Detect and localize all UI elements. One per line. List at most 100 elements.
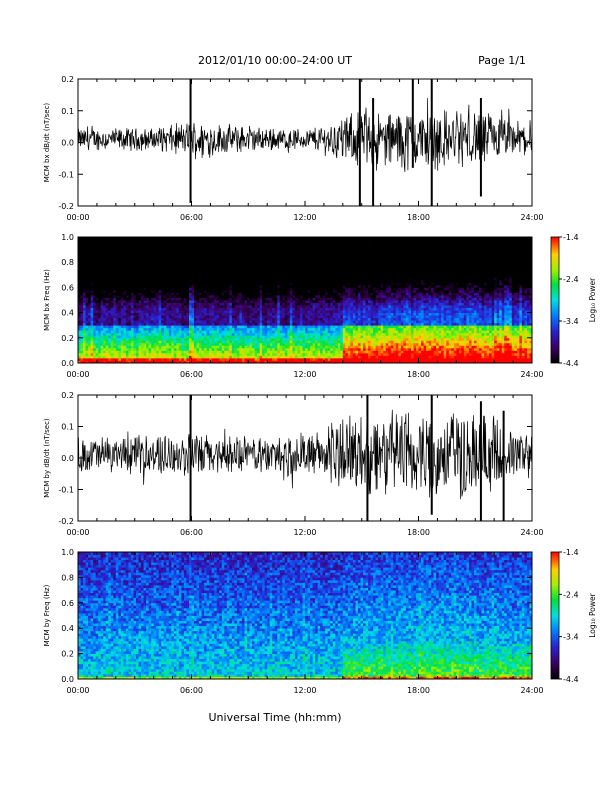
spectrogram-cell [274, 360, 278, 364]
spectrogram-cell [239, 310, 243, 313]
spectrogram-cell [246, 244, 250, 248]
spectrogram-cell [206, 272, 210, 276]
spectrogram-cell [120, 269, 124, 273]
spectrogram-cell [151, 287, 155, 291]
spectrogram-cell [156, 252, 160, 256]
spectrogram-cell [151, 272, 155, 276]
spectrogram-cell [252, 244, 255, 248]
spectrogram-cell [80, 274, 84, 278]
spectrogram-cell [294, 259, 298, 263]
spectrogram-cell [141, 244, 144, 248]
spectrogram-cell [133, 330, 137, 334]
spectrogram-cell [138, 342, 142, 346]
spectrogram-cell [153, 312, 157, 316]
spectrogram-cell [219, 237, 223, 240]
spectrogram-cell [226, 277, 230, 281]
spectrogram-cell [315, 237, 319, 240]
spectrogram-cell [284, 350, 288, 354]
spectrogram-cell [133, 337, 137, 341]
spectrogram-cell [249, 254, 253, 258]
spectrogram-cell [320, 287, 324, 291]
spectrogram-cell [143, 310, 147, 313]
spectrogram-cell [166, 327, 170, 331]
spectrogram-cell [85, 284, 89, 288]
spectrogram-cell [143, 315, 147, 319]
spectrogram-cell [310, 279, 313, 283]
spectrogram-cell [310, 360, 313, 364]
spectrogram-cell [269, 350, 273, 354]
spectrogram-cell [317, 350, 321, 354]
spectrogram-cell [128, 302, 132, 306]
spectrogram-cell [163, 279, 167, 283]
spectrogram-cell [171, 297, 175, 301]
spectrogram-cell [181, 277, 185, 281]
spectrogram-cell [181, 264, 185, 268]
spectrogram-cell [105, 244, 109, 248]
spectrogram-cell [214, 355, 218, 359]
spectrogram-cell [156, 315, 160, 319]
spectrogram-cell [115, 350, 119, 354]
spectrogram-cell [297, 315, 301, 319]
spectrogram-cell [236, 340, 240, 344]
spectrogram-cell [90, 330, 94, 334]
spectrogram-cell [171, 357, 175, 361]
spectrogram-cell [204, 297, 208, 301]
spectrogram-cell [196, 237, 200, 240]
spectrogram-cell [282, 302, 286, 306]
spectrogram-cell [98, 272, 102, 276]
spectrogram-cell [196, 259, 200, 263]
spectrogram-cell [108, 347, 112, 351]
spectrogram-cell [239, 297, 243, 301]
spectrogram-cell [173, 310, 177, 313]
spectrogram-cell [161, 327, 165, 331]
spectrogram-cell [297, 269, 301, 273]
spectrogram-cell [282, 332, 286, 336]
spectrogram-cell [322, 337, 326, 341]
spectrogram-cell [229, 249, 233, 253]
spectrogram-cell [297, 300, 301, 303]
spectrogram-cell [83, 320, 86, 324]
spectrogram-cell [211, 310, 215, 313]
spectrogram-cell [267, 289, 271, 293]
spectrogram-cell [312, 239, 316, 243]
spectrogram-cell [93, 315, 97, 319]
spectrogram-cell [194, 300, 197, 303]
spectrogram-cell [128, 287, 132, 291]
spectrogram-cell [264, 244, 268, 248]
spectrogram-cell [284, 355, 288, 359]
spectrogram-cell [259, 294, 263, 298]
spectrogram-cell [161, 347, 165, 351]
spectrogram-cell [231, 279, 235, 283]
spectrogram-cell [138, 320, 142, 324]
spectrogram-cell [166, 337, 170, 341]
spectrogram-cell [120, 302, 124, 306]
spectrogram-cell [302, 352, 306, 356]
spectrogram-cell [90, 317, 94, 321]
spectrogram-cell [201, 305, 205, 308]
spectrogram-cell [88, 327, 92, 331]
spectrogram-cell [181, 252, 185, 256]
spectrogram-cell [312, 352, 316, 356]
spectrogram-cell [136, 279, 139, 283]
spectrogram-cell [231, 327, 235, 331]
spectrogram-cell [292, 264, 296, 268]
spectrogram-cell [125, 287, 129, 291]
spectrogram-cell [158, 312, 162, 316]
spectrogram-cell [186, 342, 190, 346]
spectrogram-cell [199, 350, 202, 354]
spectrogram-cell [100, 237, 104, 240]
spectrogram-cell [219, 332, 223, 336]
spectrogram-cell [216, 325, 220, 329]
spectrogram-cell [181, 335, 185, 339]
spectrogram-cell [320, 355, 324, 359]
spectrogram-cell [277, 259, 281, 263]
spectrogram-cell [320, 244, 324, 248]
spectrogram-cell [262, 289, 266, 293]
spectrogram-cell [322, 320, 326, 324]
spectrogram-cell [244, 244, 248, 248]
spectrogram-cell [292, 305, 296, 308]
spectrogram-cell [305, 317, 308, 321]
spectrogram-cell [125, 264, 129, 268]
spectrogram-cell [229, 312, 233, 316]
spectrogram-cell [161, 257, 165, 261]
